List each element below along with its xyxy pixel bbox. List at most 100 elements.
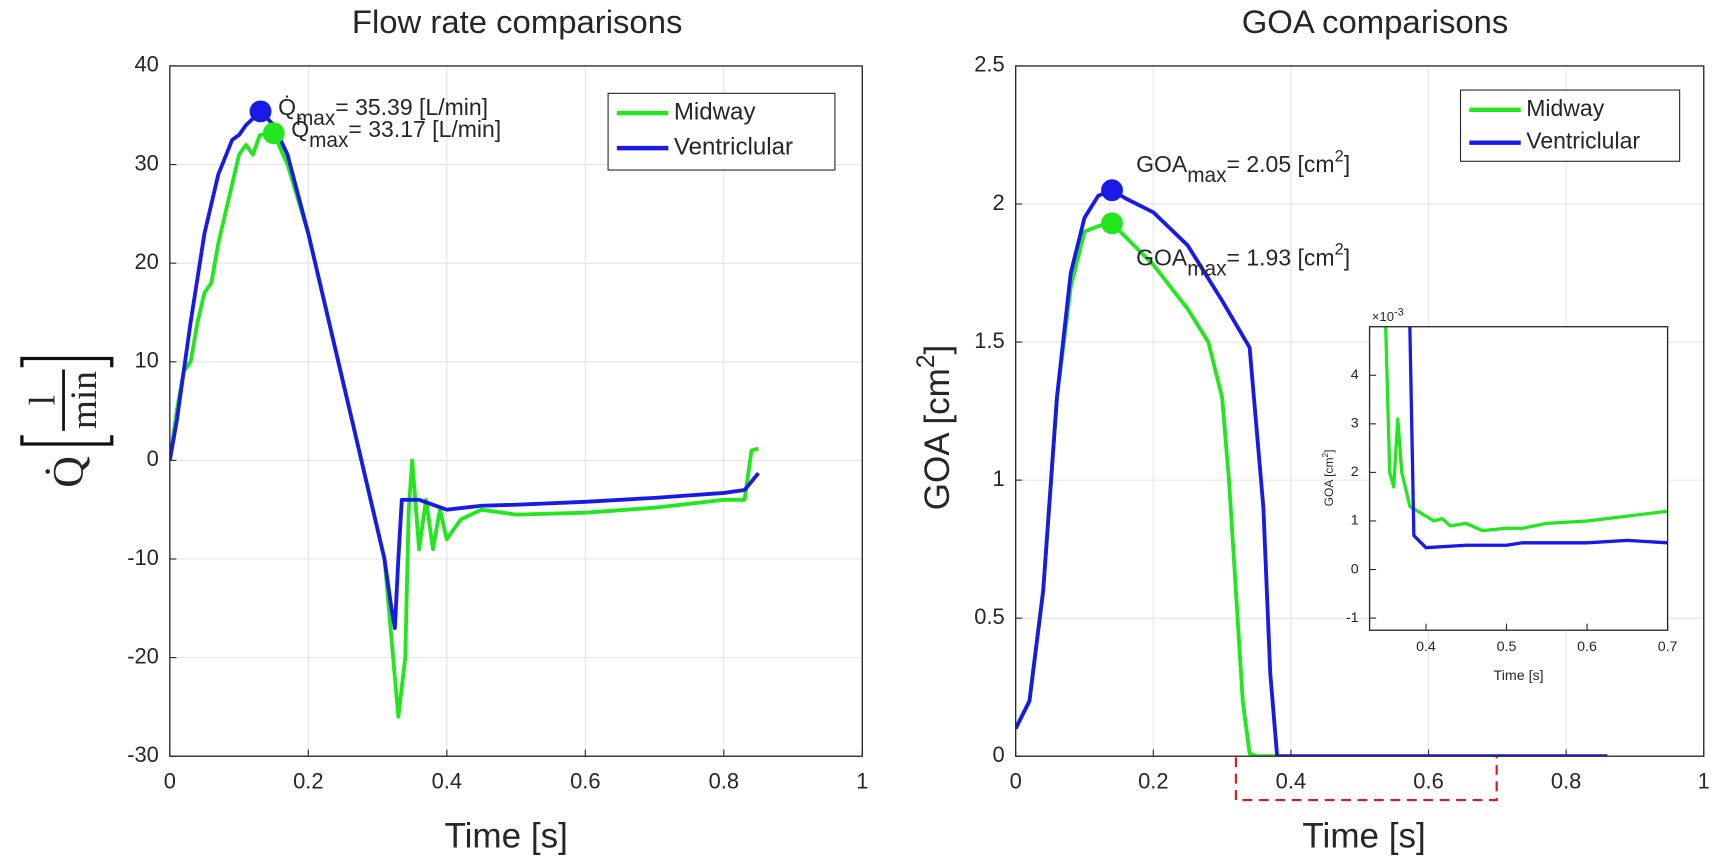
multiplier-exponent: -3 [1394, 306, 1404, 318]
y-axis-label: GOA [cm2] [1320, 449, 1336, 506]
annotation-symbol: Q̇ [291, 116, 309, 142]
legend-label: Ventriclular [1526, 128, 1640, 154]
x-tick-label: 0.5 [1497, 639, 1517, 655]
legend-label: Midway [674, 98, 756, 125]
y-label-symbol: Q̇ [44, 456, 92, 488]
legend-label: Ventriclular [674, 133, 793, 160]
series-line [1408, 326, 1668, 550]
annotation-text-end: ] [1344, 245, 1350, 271]
y-label-denominator: min [64, 371, 105, 429]
peak-annotation: Q̇max= 33.17 [L/min] [291, 116, 501, 152]
plot-area [169, 65, 863, 757]
annotation-text: = 2.05 [cm [1227, 151, 1335, 177]
peak-annotation: GOAmax= 2.05 [cm2] [1136, 148, 1350, 187]
annotation-text: = 1.93 [cm [1227, 245, 1335, 271]
peak-annotation: Q̇max= 35.39 [L/min] [278, 94, 488, 130]
y-tick-label: -30 [127, 742, 159, 767]
y-label-text: GOA [cm2] [913, 345, 957, 511]
x-tick-label: 0.8 [1551, 768, 1581, 793]
y-tick-label: 2 [1351, 464, 1359, 480]
series-line [169, 109, 760, 630]
peak-marker [1101, 212, 1123, 235]
axes-box [1368, 326, 1669, 631]
y-tick-label: -1 [1346, 610, 1359, 626]
x-tick-label: 0.2 [1138, 768, 1168, 793]
axes-box [169, 65, 863, 757]
y-label-main: GOA [cm [918, 368, 957, 510]
y-tick-label: 2 [993, 190, 1005, 215]
peak-marker [1101, 179, 1123, 202]
x-tick-label: 0.4 [1276, 768, 1306, 793]
x-axis-label: Time [s] [1494, 668, 1544, 684]
y-tick-label: 2.5 [974, 52, 1004, 77]
x-axis-label: Time [s] [1302, 817, 1425, 856]
y-multiplier: ×10-3 [1372, 306, 1404, 324]
annotation-superscript: 2 [1335, 241, 1344, 259]
y-label-text: GOA [cm2] [1320, 449, 1336, 506]
x-tick-label: 1 [856, 768, 868, 793]
x-tick-label: 0.4 [432, 768, 462, 793]
y-tick-label: 20 [134, 249, 158, 274]
annotation-text: = 35.39 [L/min] [335, 94, 488, 120]
y-label-end: ] [1322, 449, 1336, 452]
multiplier-base: ×10 [1372, 309, 1394, 324]
bracket [20, 435, 114, 446]
peak-marker [262, 122, 285, 145]
bracket [20, 356, 114, 368]
y-tick-label: 0.5 [974, 604, 1004, 629]
chart-title: GOA comparisons [1242, 3, 1509, 40]
y-label-main: GOA [cm [1322, 458, 1336, 507]
peak-marker [249, 100, 272, 123]
x-axis-label: Time [s] [445, 817, 568, 856]
x-tick-label: 0.7 [1658, 639, 1678, 655]
annotation-symbol: GOA [1136, 245, 1188, 271]
y-tick-label: 1 [993, 466, 1005, 491]
zoom-region [1234, 728, 1498, 802]
y-label-superscript: 2 [913, 354, 940, 368]
y-tick-label: 40 [134, 52, 158, 77]
legend-box [607, 92, 836, 171]
y-tick-label: -10 [127, 545, 159, 570]
annotation-symbol: GOA [1136, 151, 1188, 177]
x-tick-label: 0.8 [709, 768, 739, 793]
series-line [1384, 326, 1668, 533]
y-tick-label: 0 [993, 742, 1005, 767]
x-tick-label: 0.6 [1577, 639, 1597, 655]
chart-title: Flow rate comparisons [352, 3, 683, 40]
annotation-subscript: max [296, 107, 336, 130]
peak-annotation: GOAmax= 1.93 [cm2] [1136, 241, 1350, 280]
y-tick-label: 1.5 [974, 328, 1004, 353]
y-tick-label: 10 [134, 348, 158, 373]
x-tick-label: 0.6 [570, 768, 600, 793]
axes-box [1015, 65, 1705, 757]
y-label-superscript: 2 [1320, 453, 1330, 458]
plot-area [1369, 326, 1668, 631]
x-tick-label: 0.4 [1416, 639, 1436, 655]
x-tick-label: 1 [1698, 768, 1710, 793]
y-tick-label: 0 [147, 446, 159, 471]
annotation-subscript: max [1187, 257, 1227, 280]
y-axis-label: GOA [cm2] [913, 345, 957, 511]
y-axis-label: Q̇ l min [20, 356, 114, 488]
series-line [1015, 188, 1608, 757]
annotation-text-end: ] [1344, 151, 1350, 177]
y-tick-label: -20 [127, 643, 159, 668]
annotation-subscript: max [1187, 163, 1227, 186]
annotation-subscript: max [309, 128, 349, 151]
y-tick-label: 1 [1351, 513, 1359, 529]
x-tick-label: 0.6 [1413, 768, 1443, 793]
annotation-symbol: Q̇ [278, 94, 296, 120]
x-tick-label: 0 [1010, 768, 1022, 793]
annotation-text: = 33.17 [L/min] [348, 116, 501, 142]
x-tick-label: 0 [164, 768, 176, 793]
y-label-numerator: l [23, 395, 64, 405]
x-tick-label: 0.2 [293, 768, 323, 793]
y-tick-label: 3 [1351, 416, 1359, 432]
legend-label: Midway [1526, 95, 1604, 121]
y-tick-label: 0 [1351, 561, 1359, 577]
